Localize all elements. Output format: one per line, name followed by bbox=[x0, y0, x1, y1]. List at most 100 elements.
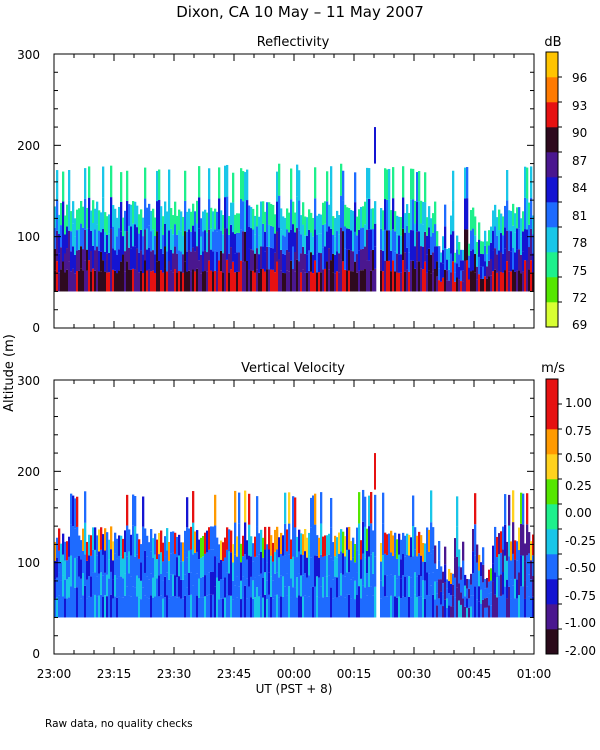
heatmap-cell bbox=[200, 218, 203, 237]
heatmap-cell bbox=[152, 577, 155, 598]
heatmap-cell bbox=[208, 572, 211, 595]
heatmap-cell bbox=[248, 493, 251, 525]
heatmap-cell bbox=[130, 248, 133, 270]
heatmap-cell bbox=[112, 248, 115, 270]
heatmap-cell bbox=[110, 197, 113, 229]
heatmap-cell bbox=[172, 574, 175, 596]
heatmap-cell bbox=[80, 200, 83, 224]
heatmap-cell bbox=[448, 581, 451, 594]
heatmap-cell bbox=[350, 230, 353, 251]
heatmap-cell bbox=[476, 266, 479, 280]
heatmap-cell bbox=[348, 594, 351, 618]
heatmap-cell bbox=[180, 211, 183, 232]
heatmap-cell bbox=[240, 229, 243, 261]
heatmap-cell bbox=[418, 553, 421, 575]
heatmap-cell bbox=[346, 270, 349, 292]
heatmap-cell bbox=[134, 224, 137, 247]
heatmap-cell bbox=[370, 208, 373, 230]
heatmap-cell bbox=[502, 216, 505, 236]
heatmap-cell bbox=[250, 270, 253, 292]
heatmap-cell bbox=[180, 542, 183, 562]
heatmap-cell bbox=[56, 537, 59, 558]
heatmap-cell bbox=[426, 594, 429, 618]
heatmap-cell bbox=[152, 208, 155, 230]
heatmap-cell bbox=[170, 249, 173, 271]
heatmap-cell bbox=[300, 253, 303, 273]
heatmap-cell bbox=[320, 233, 323, 254]
heatmap-cell bbox=[454, 252, 457, 263]
heatmap-cell bbox=[54, 560, 57, 580]
heatmap-cell bbox=[484, 578, 487, 589]
heatmap-cell bbox=[116, 597, 119, 618]
heatmap-cell bbox=[318, 557, 321, 578]
heatmap-cell bbox=[352, 231, 355, 252]
heatmap-cell bbox=[222, 215, 225, 235]
heatmap-cell bbox=[442, 571, 445, 584]
heatmap-cell bbox=[126, 200, 129, 232]
heatmap-cell bbox=[312, 556, 315, 587]
heatmap-cell bbox=[356, 572, 359, 596]
heatmap-cell bbox=[464, 229, 467, 261]
heatmap-cell bbox=[522, 524, 525, 556]
heatmap-cell bbox=[268, 269, 271, 292]
heatmap-cell bbox=[532, 576, 535, 597]
heatmap-cell bbox=[374, 525, 377, 557]
heatmap-cell bbox=[400, 539, 403, 560]
heatmap-cell bbox=[440, 591, 443, 605]
heatmap-cell bbox=[142, 236, 145, 255]
heatmap-cell bbox=[476, 562, 479, 581]
heatmap-cell bbox=[228, 215, 231, 235]
heatmap-cell bbox=[382, 555, 385, 587]
heatmap-cell bbox=[498, 575, 501, 597]
heatmap-cell bbox=[178, 271, 181, 292]
heatmap-cell bbox=[412, 199, 415, 231]
heatmap-cell bbox=[238, 213, 241, 233]
heatmap-cell bbox=[254, 597, 257, 618]
heatmap-cell bbox=[532, 272, 535, 292]
heatmap-cell bbox=[172, 253, 175, 273]
heatmap-cell bbox=[276, 171, 279, 202]
heatmap-cell bbox=[154, 217, 157, 236]
heatmap-cell bbox=[120, 556, 123, 577]
heatmap-cell bbox=[210, 549, 213, 572]
heatmap-cell bbox=[278, 163, 281, 196]
heatmap-cell bbox=[148, 225, 151, 248]
colorbar-swatch bbox=[546, 52, 558, 78]
heatmap-cell bbox=[348, 270, 351, 292]
heatmap-cell bbox=[424, 561, 427, 581]
heatmap-cell bbox=[404, 556, 407, 577]
heatmap-cell bbox=[340, 529, 343, 552]
heatmap-cell bbox=[198, 559, 201, 579]
heatmap-cell bbox=[214, 525, 217, 557]
heatmap-cell bbox=[364, 201, 367, 225]
heatmap-cell bbox=[336, 251, 339, 272]
colorbar-swatch bbox=[546, 227, 558, 253]
heatmap-cell bbox=[426, 527, 429, 550]
heatmap-cell bbox=[236, 576, 239, 598]
heatmap-cell bbox=[508, 250, 511, 272]
heatmap-cell bbox=[490, 592, 493, 606]
heatmap-cell bbox=[326, 596, 329, 618]
heatmap-cell bbox=[106, 532, 109, 554]
heatmap-cell bbox=[382, 250, 385, 272]
heatmap-cell bbox=[340, 195, 343, 228]
heatmap-cell bbox=[472, 207, 475, 229]
heatmap-cell bbox=[128, 595, 131, 618]
heatmap-cell bbox=[478, 274, 481, 292]
heatmap-cell bbox=[148, 561, 151, 580]
heatmap-cell bbox=[294, 587, 297, 618]
heatmap-cell bbox=[280, 208, 283, 230]
heatmap-cell bbox=[184, 200, 187, 232]
heatmap-cell bbox=[468, 598, 471, 608]
heatmap-cell bbox=[84, 554, 87, 586]
heatmap-cell bbox=[382, 230, 385, 251]
heatmap-cell bbox=[404, 213, 407, 233]
heatmap-cell bbox=[82, 595, 85, 618]
heatmap-cell bbox=[368, 495, 371, 527]
heatmap-cell bbox=[360, 270, 363, 292]
heatmap-cell bbox=[380, 270, 383, 292]
heatmap-cell bbox=[296, 577, 299, 598]
heatmap-cell bbox=[120, 231, 123, 262]
heatmap-cell bbox=[204, 532, 207, 554]
heatmap-cell bbox=[470, 606, 473, 618]
